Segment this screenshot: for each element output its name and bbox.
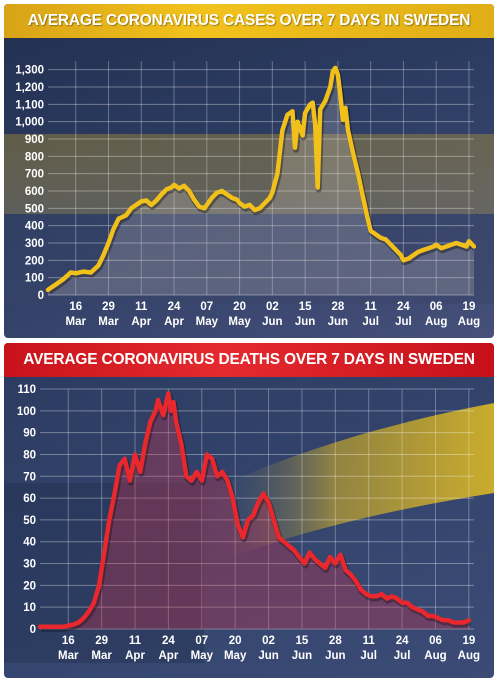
- x-tick-day: 28: [331, 301, 344, 313]
- y-tick-label: 110: [17, 384, 36, 396]
- y-tick-label: 1,200: [15, 82, 44, 94]
- deaths-chart-title: AVERAGE CORONAVIRUS DEATHS OVER 7 DAYS I…: [4, 343, 494, 377]
- x-tick-month: Jun: [325, 650, 345, 662]
- x-tick-month: May: [224, 650, 247, 662]
- y-tick-label: 20: [23, 580, 36, 592]
- x-tick-month: May: [228, 316, 251, 328]
- x-tick-month: Apr: [158, 650, 178, 662]
- x-tick-day: 19: [462, 635, 475, 647]
- cases-chart-title: AVERAGE CORONAVIRUS CASES OVER 7 DAYS IN…: [4, 4, 494, 38]
- x-tick-month: Mar: [91, 650, 112, 662]
- y-tick-label: 1,000: [15, 117, 44, 129]
- deaths-area: [40, 393, 469, 629]
- x-tick-day: 11: [135, 301, 148, 313]
- y-tick-label: 100: [17, 406, 36, 418]
- x-tick-day: 11: [129, 635, 142, 647]
- x-tick-month: Jun: [292, 650, 312, 662]
- y-tick-label: 30: [23, 559, 36, 571]
- x-tick-day: 20: [229, 635, 242, 647]
- x-tick-month: Jun: [295, 316, 315, 328]
- y-tick-label: 50: [23, 515, 36, 527]
- y-tick-label: 900: [25, 134, 44, 146]
- x-tick-month: Jul: [362, 316, 379, 328]
- x-tick-month: Jul: [395, 316, 412, 328]
- y-tick-label: 600: [25, 186, 44, 198]
- x-tick-month: Jun: [262, 316, 282, 328]
- y-tick-label: 800: [25, 151, 44, 163]
- y-tick-label: 500: [25, 203, 44, 215]
- x-tick-day: 15: [296, 635, 309, 647]
- x-tick-month: Jul: [360, 650, 377, 662]
- x-tick-day: 20: [233, 301, 246, 313]
- x-tick-day: 06: [429, 635, 442, 647]
- x-tick-month: Mar: [98, 316, 119, 328]
- x-tick-day: 29: [102, 301, 115, 313]
- y-tick-label: 0: [30, 624, 36, 636]
- y-tick-label: 100: [25, 273, 44, 285]
- x-tick-day: 24: [168, 301, 181, 313]
- x-tick-day: 15: [299, 301, 312, 313]
- y-tick-label: 200: [25, 255, 44, 267]
- x-tick-month: Mar: [66, 316, 87, 328]
- x-tick-day: 16: [69, 301, 82, 313]
- x-tick-day: 06: [430, 301, 443, 313]
- x-tick-month: Apr: [164, 316, 184, 328]
- x-tick-day: 29: [95, 635, 108, 647]
- y-tick-label: 70: [23, 471, 36, 483]
- y-tick-label: 1,300: [15, 65, 44, 77]
- x-tick-day: 07: [195, 635, 208, 647]
- deaths-chart: 0 10 20 30 40 50 60 70 80 90 100 110 16 Mar 29 Mar 11 Ap…: [4, 384, 494, 663]
- x-tick-month: Aug: [425, 316, 447, 328]
- x-tick-month: Aug: [424, 650, 446, 662]
- x-tick-month: Jul: [394, 650, 411, 662]
- x-tick-month: May: [191, 650, 214, 662]
- cases-chart: 0 100 200 300 400 500 600 700 800 900 1,000 1,100 1,…: [4, 61, 494, 328]
- x-tick-month: Apr: [125, 650, 145, 662]
- x-tick-day: 28: [329, 635, 342, 647]
- x-tick-day: 07: [200, 301, 213, 313]
- x-tick-day: 24: [397, 301, 410, 313]
- y-tick-label: 90: [23, 428, 36, 440]
- y-tick-label: 40: [23, 537, 36, 549]
- x-tick-day: 02: [262, 635, 275, 647]
- cases-series-line: [45, 65, 477, 293]
- y-tick-label: 400: [25, 221, 44, 233]
- y-tick-label: 10: [23, 602, 36, 614]
- cases-chart-panel: AVERAGE CORONAVIRUS CASES OVER 7 DAYS IN…: [4, 4, 494, 338]
- x-tick-month: Jun: [258, 650, 278, 662]
- x-tick-month: Aug: [458, 316, 480, 328]
- y-tick-label: 60: [23, 493, 36, 505]
- deaths-chart-panel: AVERAGE CORONAVIRUS DEATHS OVER 7 DAYS I…: [4, 343, 494, 678]
- y-tick-label: 300: [25, 238, 44, 250]
- y-tick-label: 0: [38, 290, 44, 302]
- deaths-series-line: [37, 391, 472, 630]
- x-tick-day: 24: [396, 635, 409, 647]
- x-tick-day: 19: [463, 301, 476, 313]
- x-tick-month: Mar: [58, 650, 79, 662]
- x-tick-day: 11: [363, 635, 376, 647]
- cases-area: [48, 67, 474, 296]
- y-tick-label: 80: [23, 449, 36, 461]
- x-tick-day: 02: [266, 301, 279, 313]
- y-tick-label: 700: [25, 169, 44, 181]
- x-tick-month: May: [196, 316, 219, 328]
- x-tick-day: 24: [162, 635, 175, 647]
- x-tick-month: Apr: [131, 316, 151, 328]
- x-tick-month: Aug: [458, 650, 480, 662]
- x-tick-day: 11: [365, 301, 378, 313]
- x-tick-month: Jun: [328, 316, 348, 328]
- y-tick-label: 1,100: [15, 99, 44, 111]
- x-tick-day: 16: [62, 635, 75, 647]
